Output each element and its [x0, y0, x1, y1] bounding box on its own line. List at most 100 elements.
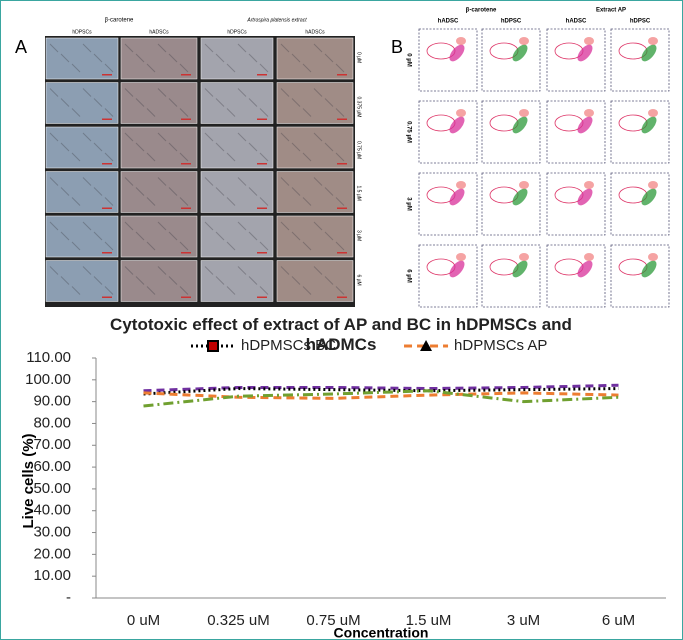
texture — [313, 132, 323, 142]
micrograph — [200, 126, 274, 169]
column-label: hDPSCs — [72, 29, 92, 35]
population — [641, 260, 657, 278]
texture — [168, 231, 178, 241]
plot-box — [546, 172, 606, 236]
micrograph — [120, 260, 198, 302]
column-label: hADSC — [438, 19, 459, 25]
dot-plot — [546, 28, 606, 92]
texture — [248, 276, 258, 285]
population — [456, 253, 466, 261]
population — [512, 188, 528, 206]
texture — [226, 108, 236, 117]
texture — [215, 98, 225, 107]
scale-bar — [257, 163, 267, 165]
texture — [248, 142, 258, 152]
micrograph — [120, 126, 198, 169]
plot-box — [418, 28, 478, 92]
population — [512, 116, 528, 134]
plot-box — [610, 28, 670, 92]
scale-bar — [181, 74, 191, 76]
population — [584, 37, 594, 45]
texture — [226, 152, 236, 162]
texture — [204, 88, 214, 97]
legend-label: hDPMSCs BC — [241, 337, 336, 354]
micrograph — [200, 37, 274, 80]
micrograph — [120, 215, 198, 258]
texture — [248, 231, 258, 241]
population — [449, 188, 465, 206]
plot-box — [481, 100, 541, 164]
legend-label: hDPMSCs AP — [454, 337, 547, 354]
texture — [215, 53, 225, 63]
texture — [104, 63, 114, 73]
texture — [237, 221, 247, 231]
row-label: 0.75 µM — [405, 121, 411, 143]
texture — [302, 63, 312, 73]
texture — [157, 88, 167, 97]
series-line — [143, 387, 619, 396]
scale-bar — [181, 118, 191, 120]
legend-marker — [207, 340, 219, 352]
texture — [157, 177, 167, 186]
row-label: 0 µM — [356, 52, 362, 63]
plot-box — [418, 100, 478, 164]
texture — [313, 266, 323, 275]
texture — [49, 132, 59, 142]
texture — [302, 286, 312, 295]
scale-bar — [337, 163, 347, 165]
group-label: Extract AP — [596, 8, 626, 14]
group-label: β-carotene — [466, 8, 497, 14]
texture — [146, 197, 156, 206]
texture — [324, 231, 334, 241]
dot-plot — [481, 100, 541, 164]
x-tick-label: 0.75 uM — [306, 612, 360, 629]
scale-bar — [257, 118, 267, 120]
population — [584, 253, 594, 261]
scale-bar — [337, 118, 347, 120]
dot-plot — [610, 100, 670, 164]
micrograph — [120, 171, 198, 213]
y-tick-label: 20.00 — [33, 545, 71, 562]
group-label: β-carotene — [105, 18, 134, 24]
texture — [93, 53, 103, 63]
dot-plot — [610, 172, 670, 236]
x-tick-label: 0.325 uM — [207, 612, 270, 629]
column-label: hADSCs — [305, 29, 325, 35]
column-label: hADSC — [566, 19, 587, 25]
y-tick-label: 110.00 — [26, 349, 71, 366]
texture — [215, 142, 225, 152]
texture — [291, 98, 301, 107]
column-label: hDPSCs — [227, 29, 247, 35]
texture — [291, 53, 301, 63]
y-tick-label: 100.00 — [25, 371, 71, 388]
texture — [49, 177, 59, 186]
population — [519, 253, 529, 261]
texture — [60, 187, 70, 196]
texture — [168, 142, 178, 152]
texture — [280, 132, 290, 142]
plot-box — [546, 244, 606, 308]
column-label: hDPSC — [501, 19, 522, 25]
texture — [135, 98, 145, 107]
plot-box — [610, 100, 670, 164]
plot-box — [481, 28, 541, 92]
texture — [313, 221, 323, 231]
texture — [168, 98, 178, 107]
scale-bar — [102, 118, 112, 120]
micrograph — [45, 126, 119, 169]
scale-bar — [102, 296, 112, 298]
texture — [204, 221, 214, 231]
texture — [280, 88, 290, 97]
population — [648, 181, 658, 189]
texture — [124, 43, 134, 53]
texture — [157, 43, 167, 53]
texture — [49, 43, 59, 53]
texture — [226, 286, 236, 295]
texture — [168, 53, 178, 63]
texture — [71, 108, 81, 117]
population — [584, 181, 594, 189]
plot-box — [418, 172, 478, 236]
texture — [259, 108, 269, 117]
texture — [204, 132, 214, 142]
